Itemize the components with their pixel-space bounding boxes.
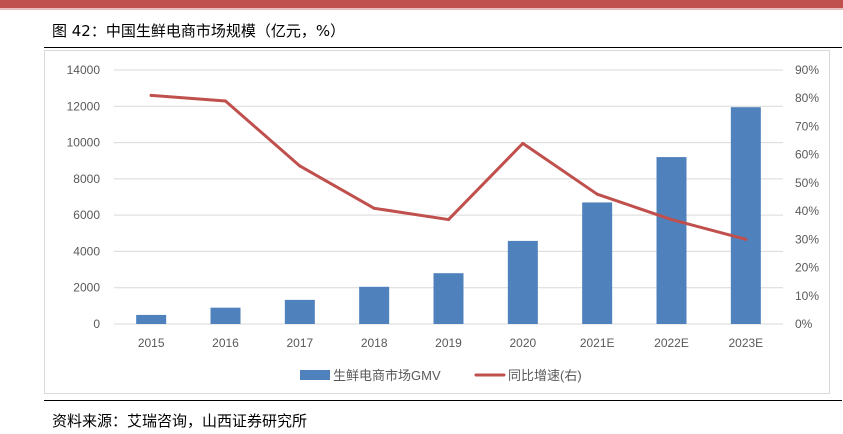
left-axis-tick-label: 10000 (67, 136, 101, 150)
left-axis-tick-label: 0 (93, 317, 100, 331)
legend-swatch-gmv (300, 370, 330, 380)
left-axis-tick-label: 2000 (73, 281, 100, 295)
x-axis-tick-label: 2016 (212, 336, 239, 350)
right-axis-tick-label: 0% (795, 317, 813, 331)
growth-rate-point-2019 (447, 218, 450, 222)
bar-series (136, 107, 761, 324)
right-axis-tick-label: 60% (795, 148, 819, 162)
line-series (149, 93, 748, 241)
right-axis-tick-label: 20% (795, 261, 819, 275)
growth-rate-point-2017 (298, 164, 302, 168)
right-axis-ticks: 0% 10% 20% 30% 40% 50% 60% 70% 80% 90% (795, 63, 819, 331)
x-axis-tick-label: 2017 (286, 336, 313, 350)
bar-2020 (507, 240, 538, 324)
chart-frame (44, 50, 830, 394)
left-axis-ticks: 0 2000 4000 6000 8000 10000 12000 14000 (67, 63, 101, 331)
title-divider (44, 47, 842, 48)
right-axis-tick-label: 10% (795, 289, 819, 303)
right-axis-tick-label: 50% (795, 176, 819, 190)
left-axis-tick-label: 14000 (67, 63, 101, 77)
x-axis-tick-label: 2023E (728, 336, 763, 350)
growth-rate-point-2016 (224, 99, 227, 103)
bar-2021E (582, 202, 613, 324)
header-accent-bar (0, 0, 843, 8)
right-axis-tick-label: 70% (795, 119, 819, 133)
bar-2023E (730, 107, 761, 324)
growth-rate-point-2023E (744, 237, 748, 241)
figure-title: 图 42：中国生鲜电商市场规模（亿元，%） (52, 22, 346, 40)
growth-rate-point-2022E (670, 218, 673, 222)
x-axis-tick-label: 2015 (138, 336, 165, 350)
left-axis-tick-label: 8000 (73, 172, 100, 186)
growth-rate-point-2015 (149, 93, 153, 97)
x-axis-ticks: 2015 2016 2017 2018 2019 2020 2021E 2022E 2023E (138, 336, 763, 350)
left-axis-tick-label: 6000 (73, 208, 100, 222)
growth-rate-point-2020 (521, 141, 525, 145)
bar-2018 (359, 286, 390, 324)
source-divider (44, 400, 842, 401)
source-note: 资料来源：艾瑞咨询，山西证券研究所 (52, 412, 308, 430)
legend-label-gmv: 生鲜电商市场GMV (333, 368, 441, 383)
legend: 生鲜电商市场GMV 同比增速(右) (300, 368, 582, 383)
right-axis-tick-label: 30% (795, 232, 819, 246)
x-axis-tick-label: 2021E (580, 336, 615, 350)
right-axis-tick-label: 40% (795, 204, 819, 218)
left-axis-tick-label: 4000 (73, 244, 100, 258)
x-axis-tick-label: 2022E (654, 336, 689, 350)
bar-2022E (656, 157, 687, 324)
right-axis-tick-label: 80% (795, 91, 819, 105)
left-axis-tick-label: 12000 (67, 99, 101, 113)
growth-rate-point-2021E (595, 192, 599, 196)
bar-2017 (284, 299, 315, 324)
x-axis-tick-label: 2018 (361, 336, 388, 350)
header-accent-bar-light (0, 8, 843, 10)
x-axis-tick-label: 2020 (509, 336, 536, 350)
legend-label-growth: 同比增速(右) (508, 368, 582, 383)
right-axis-tick-label: 90% (795, 63, 819, 77)
x-axis-tick-label: 2019 (435, 336, 462, 350)
bar-2016 (210, 307, 241, 324)
bar-2019 (433, 273, 464, 324)
growth-rate-point-2018 (372, 206, 376, 210)
bar-2015 (136, 314, 167, 324)
